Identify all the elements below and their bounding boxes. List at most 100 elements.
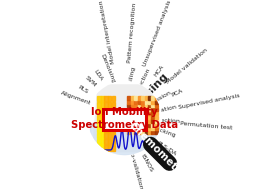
Text: Peak picking: Peak picking bbox=[137, 121, 176, 138]
Polygon shape bbox=[152, 100, 154, 104]
Polygon shape bbox=[134, 112, 137, 115]
Polygon shape bbox=[112, 96, 115, 101]
Polygon shape bbox=[148, 116, 151, 119]
Polygon shape bbox=[144, 104, 148, 107]
Polygon shape bbox=[134, 104, 137, 107]
Polygon shape bbox=[131, 116, 134, 119]
Polygon shape bbox=[155, 119, 158, 123]
Polygon shape bbox=[138, 96, 141, 100]
Text: Pattern recognition: Pattern recognition bbox=[127, 3, 137, 63]
Polygon shape bbox=[108, 121, 111, 126]
Polygon shape bbox=[101, 108, 104, 114]
Polygon shape bbox=[134, 116, 137, 119]
Polygon shape bbox=[152, 96, 154, 100]
Polygon shape bbox=[101, 102, 104, 108]
Polygon shape bbox=[141, 104, 144, 107]
Polygon shape bbox=[138, 131, 141, 134]
Polygon shape bbox=[104, 133, 108, 138]
Polygon shape bbox=[144, 112, 148, 115]
Polygon shape bbox=[97, 115, 101, 120]
Polygon shape bbox=[97, 96, 101, 101]
Text: HCA: HCA bbox=[153, 64, 165, 77]
Polygon shape bbox=[144, 108, 148, 111]
Polygon shape bbox=[134, 108, 137, 111]
Text: Baseline correction: Baseline correction bbox=[120, 67, 151, 124]
Polygon shape bbox=[141, 127, 144, 130]
Text: SVM: SVM bbox=[84, 75, 97, 88]
Polygon shape bbox=[134, 119, 137, 123]
Polygon shape bbox=[104, 146, 108, 151]
Polygon shape bbox=[97, 127, 101, 132]
Polygon shape bbox=[108, 139, 111, 144]
Polygon shape bbox=[112, 102, 115, 108]
Polygon shape bbox=[148, 131, 151, 134]
Polygon shape bbox=[101, 96, 104, 101]
Polygon shape bbox=[144, 96, 148, 100]
Text: Permutation test: Permutation test bbox=[180, 121, 232, 130]
Polygon shape bbox=[148, 112, 151, 115]
Polygon shape bbox=[108, 146, 111, 151]
Polygon shape bbox=[141, 100, 144, 104]
Polygon shape bbox=[131, 96, 134, 100]
Polygon shape bbox=[101, 133, 104, 138]
Polygon shape bbox=[127, 127, 130, 130]
Polygon shape bbox=[141, 108, 144, 111]
Polygon shape bbox=[141, 131, 144, 134]
Text: PCA: PCA bbox=[171, 88, 184, 98]
Polygon shape bbox=[127, 108, 130, 111]
Polygon shape bbox=[108, 127, 111, 132]
Polygon shape bbox=[144, 123, 148, 127]
Polygon shape bbox=[97, 108, 101, 114]
Polygon shape bbox=[134, 123, 137, 127]
Polygon shape bbox=[104, 102, 108, 108]
Text: Denoising: Denoising bbox=[99, 53, 115, 84]
Polygon shape bbox=[152, 104, 154, 107]
Text: Preprocessing: Preprocessing bbox=[101, 71, 170, 142]
Polygon shape bbox=[127, 116, 130, 119]
Polygon shape bbox=[134, 127, 137, 130]
Polygon shape bbox=[134, 100, 137, 104]
Text: tSNOS: tSNOS bbox=[140, 153, 154, 173]
Polygon shape bbox=[104, 108, 108, 114]
Polygon shape bbox=[134, 96, 137, 100]
Polygon shape bbox=[131, 127, 134, 130]
Polygon shape bbox=[148, 123, 151, 127]
Text: Normalization: Normalization bbox=[134, 104, 178, 119]
Polygon shape bbox=[112, 108, 115, 114]
Text: Model validation: Model validation bbox=[165, 47, 208, 85]
Text: Compression: Compression bbox=[135, 90, 173, 114]
Polygon shape bbox=[112, 146, 115, 151]
Text: LDA: LDA bbox=[93, 69, 104, 82]
Polygon shape bbox=[138, 100, 141, 104]
Polygon shape bbox=[131, 131, 134, 134]
Polygon shape bbox=[141, 123, 144, 127]
Polygon shape bbox=[155, 112, 158, 115]
Polygon shape bbox=[138, 116, 141, 119]
Polygon shape bbox=[152, 131, 154, 134]
Polygon shape bbox=[138, 127, 141, 130]
Polygon shape bbox=[148, 108, 151, 111]
Polygon shape bbox=[101, 146, 104, 151]
Polygon shape bbox=[104, 121, 108, 126]
Polygon shape bbox=[138, 119, 141, 123]
Polygon shape bbox=[155, 96, 158, 100]
Polygon shape bbox=[138, 123, 141, 127]
Polygon shape bbox=[97, 139, 101, 144]
Polygon shape bbox=[104, 139, 108, 144]
Polygon shape bbox=[155, 108, 158, 111]
Polygon shape bbox=[112, 127, 115, 132]
Polygon shape bbox=[93, 85, 156, 152]
Polygon shape bbox=[148, 96, 151, 100]
Polygon shape bbox=[108, 96, 111, 101]
Polygon shape bbox=[97, 146, 101, 151]
Polygon shape bbox=[141, 96, 144, 100]
Polygon shape bbox=[104, 96, 108, 101]
Polygon shape bbox=[152, 108, 154, 111]
Text: Chemometrics: Chemometrics bbox=[127, 120, 193, 187]
Text: Ion Mobility
Spectrometry Data: Ion Mobility Spectrometry Data bbox=[71, 107, 178, 130]
Text: PLS: PLS bbox=[77, 84, 89, 94]
Polygon shape bbox=[155, 123, 158, 127]
Polygon shape bbox=[127, 123, 130, 127]
Polygon shape bbox=[127, 131, 130, 134]
Polygon shape bbox=[104, 127, 108, 132]
